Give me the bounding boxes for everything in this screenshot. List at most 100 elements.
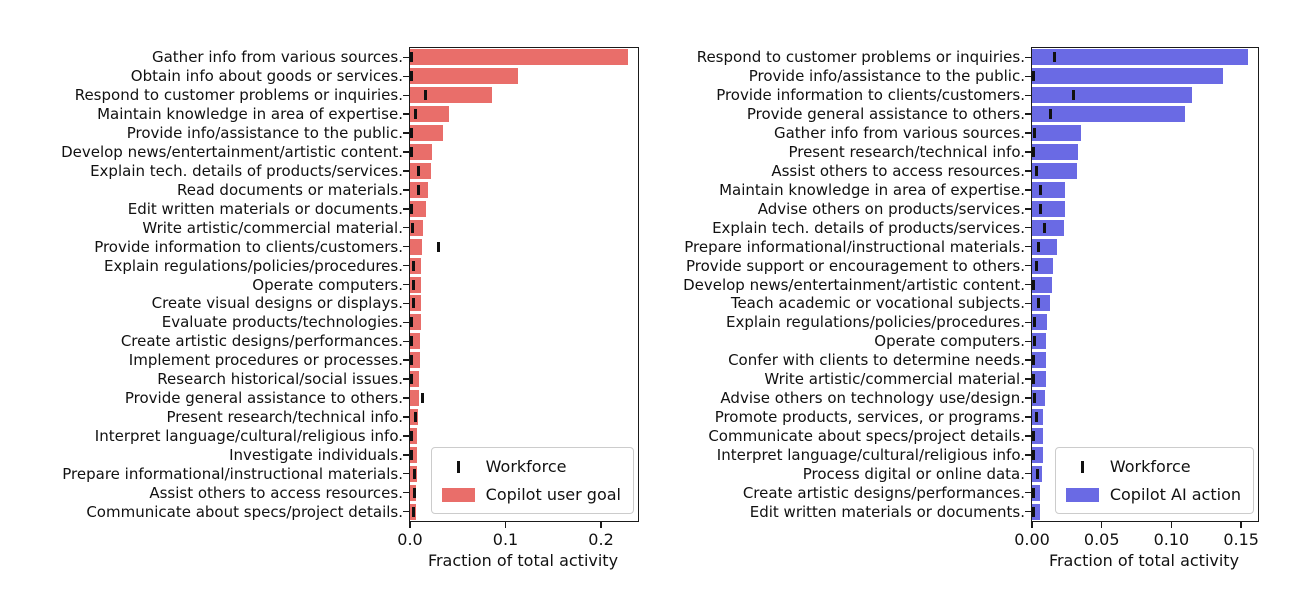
y-axis-tick [403,359,409,361]
workforce-tick [410,71,413,82]
y-axis-tick [1025,359,1031,361]
y-axis-tick [1025,321,1031,324]
legend-item-copilot-user-goal: Copilot user goal [440,484,621,505]
category-label: Assist others to access resources. [149,483,403,502]
y-axis-tick [1025,151,1031,153]
category-label: Present research/technical info. [788,143,1025,162]
bar [1032,162,1077,179]
category-label: Write artistic/commercial material. [764,370,1025,389]
workforce-tick [1052,52,1056,63]
category-label: Create artistic designs/performances. [742,483,1025,502]
y-axis-tick [1025,132,1031,134]
y-axis-tick [1025,170,1031,172]
legend-item-workforce: Workforce [1064,456,1241,477]
bar [1032,503,1041,520]
workforce-tick [1033,317,1037,328]
y-axis-tick [1025,94,1031,97]
category-label: Edit written materials or documents. [749,502,1025,521]
bar [410,333,420,350]
x-tick-label: 0.15 [1223,530,1259,549]
legend: Workforce Copilot AI action [1054,447,1254,514]
workforce-tick [1032,71,1035,82]
x-axis-tick [1240,522,1242,528]
bar [1032,87,1193,104]
bar [410,484,416,501]
bar [1032,49,1249,66]
workforce-tick [410,203,413,214]
workforce-tick [1032,487,1035,498]
workforce-tick [1034,165,1038,176]
bar [410,295,422,312]
category-label: Confer with clients to determine needs. [728,351,1025,370]
category-label: Operate computers. [252,275,403,294]
category-label: Provide general assistance to others. [124,389,403,408]
bar [410,125,444,142]
workforce-tick [413,487,417,498]
y-axis-tick [403,472,409,475]
y-axis-tick [403,56,409,59]
category-label: Maintain knowledge in area of expertise. [97,105,403,124]
workforce-tick [1032,355,1035,366]
y-axis-tick [1025,75,1031,78]
y-axis-tick [1025,189,1031,191]
legend-item-copilot-ai-action: Copilot AI action [1064,484,1241,505]
y-axis-tick [403,435,409,437]
y-axis-tick [1025,283,1031,286]
workforce-tick [1036,468,1040,479]
y-axis-tick [1025,397,1031,399]
y-axis-tick [403,321,409,324]
workforce-tick [1032,374,1035,385]
workforce-tick [417,165,421,176]
category-label: Investigate individuals. [229,445,403,464]
bar [1032,200,1066,217]
category-label: Promote products, services, or programs. [714,407,1025,426]
x-axis-tick [1031,522,1033,528]
legend: Workforce Copilot user goal [430,447,634,514]
category-label: Maintain knowledge in area of expertise. [719,180,1025,199]
x-tick-label: 0.05 [1083,530,1120,549]
bar [410,408,418,425]
category-label: Provide general assistance to others. [746,105,1025,124]
x-axis-tick [504,522,507,528]
x-axis-tick [1170,522,1173,528]
y-axis-tick [403,416,409,418]
workforce-tick [437,241,441,252]
workforce-tick [410,317,413,328]
workforce-tick [413,468,417,479]
bar-swatch-icon [1064,487,1102,502]
category-label: Write artistic/commercial material. [142,218,403,237]
category-label: Provide info/assistance to the public. [748,67,1025,86]
bar [410,446,417,463]
y-axis-tick [403,208,409,210]
x-axis-label: Fraction of total activity [1048,551,1240,570]
category-label: Obtain info about goods or services. [130,67,403,86]
workforce-tick [414,411,418,422]
workforce-tick [410,52,414,63]
workforce-tick [1072,90,1076,101]
workforce-tick [1038,184,1042,195]
x-tick-label: 0.1 [492,530,519,549]
category-label: Assist others to access resources. [771,161,1025,180]
bar [410,200,427,217]
y-axis-tick [403,94,409,97]
y-axis-tick [403,226,409,229]
x-axis-label: Fraction of total activity [427,551,619,570]
category-label: Provide info/assistance to the public. [126,124,403,143]
bar [1032,276,1052,293]
category-label: Communicate about specs/project details. [708,426,1025,445]
workforce-tick-icon [440,460,478,473]
y-axis-tick [1025,435,1031,437]
y-axis-tick [1025,472,1031,475]
workforce-tick [1043,222,1047,233]
bar [1032,238,1058,255]
y-axis-tick [403,75,409,78]
y-axis-tick [403,302,409,305]
category-label: Create visual designs or displays. [151,294,403,313]
y-axis-tick [403,397,409,399]
workforce-tick [1032,449,1035,460]
category-label: Advise others on products/services. [757,199,1025,218]
y-axis-tick [1025,208,1031,210]
y-axis-tick [403,132,409,134]
bar [410,427,417,444]
